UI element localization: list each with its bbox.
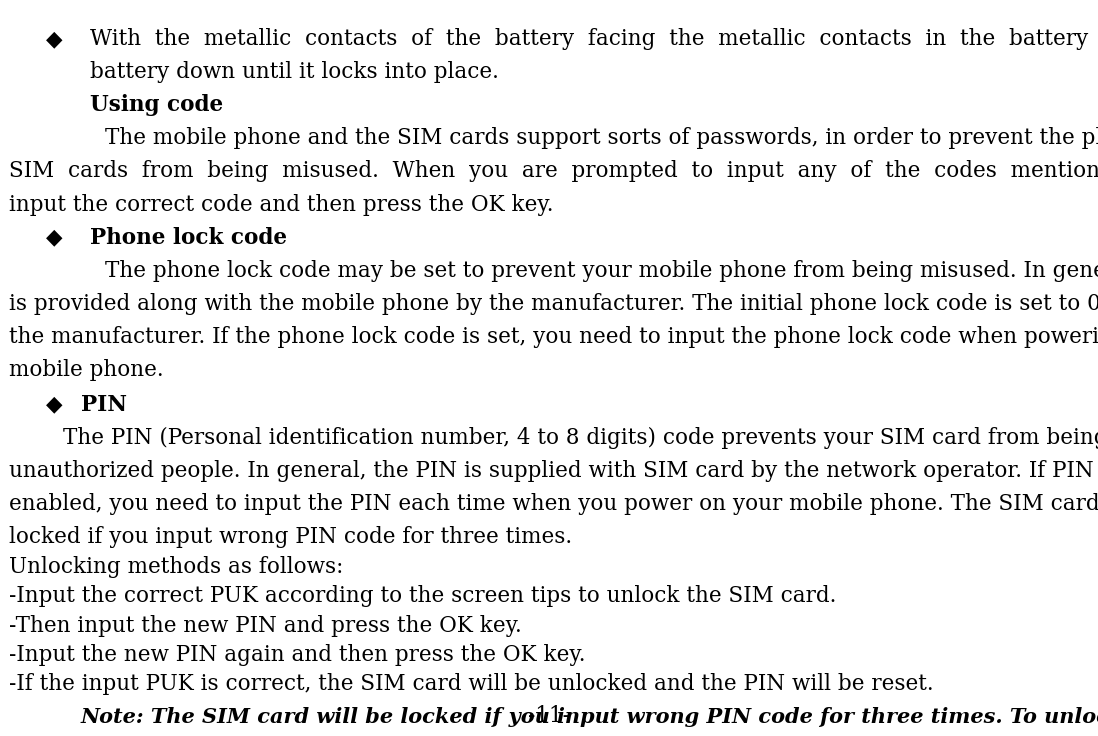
Text: unauthorized people. In general, the PIN is supplied with SIM card by the networ: unauthorized people. In general, the PIN… <box>9 460 1098 482</box>
Text: mobile phone.: mobile phone. <box>9 359 164 381</box>
Text: locked if you input wrong PIN code for three times.: locked if you input wrong PIN code for t… <box>9 526 572 548</box>
Text: The PIN (Personal identification number, 4 to 8 digits) code prevents your SIM c: The PIN (Personal identification number,… <box>63 427 1098 449</box>
Text: With  the  metallic  contacts  of  the  battery  facing  the  metallic  contacts: With the metallic contacts of the batter… <box>90 28 1098 50</box>
Text: ◆: ◆ <box>46 227 63 249</box>
Text: The mobile phone and the SIM cards support sorts of passwords, in order to preve: The mobile phone and the SIM cards suppo… <box>105 127 1098 149</box>
Text: battery down until it locks into place.: battery down until it locks into place. <box>90 61 498 83</box>
Text: enabled, you need to input the PIN each time when you power on your mobile phone: enabled, you need to input the PIN each … <box>9 493 1098 515</box>
Text: ◆: ◆ <box>46 394 63 416</box>
Text: is provided along with the mobile phone by the manufacturer. The initial phone l: is provided along with the mobile phone … <box>9 293 1098 315</box>
Text: -If the input PUK is correct, the SIM card will be unlocked and the PIN will be : -If the input PUK is correct, the SIM ca… <box>9 673 933 696</box>
Text: input the correct code and then press the OK key.: input the correct code and then press th… <box>9 194 553 216</box>
Text: -11-: -11- <box>528 705 570 727</box>
Text: Phone lock code: Phone lock code <box>90 227 287 249</box>
Text: SIM  cards  from  being  misused.  When  you  are  prompted  to  input  any  of : SIM cards from being misused. When you a… <box>9 160 1098 183</box>
Text: -Then input the new PIN and press the OK key.: -Then input the new PIN and press the OK… <box>9 615 522 637</box>
Text: the manufacturer. If the phone lock code is set, you need to input the phone loc: the manufacturer. If the phone lock code… <box>9 326 1098 348</box>
Text: Unlocking methods as follows:: Unlocking methods as follows: <box>9 556 344 578</box>
Text: -Input the correct PUK according to the screen tips to unlock the SIM card.: -Input the correct PUK according to the … <box>9 585 837 607</box>
Text: -Input the new PIN again and then press the OK key.: -Input the new PIN again and then press … <box>9 644 585 666</box>
Text: Note: The SIM card will be locked if you input wrong PIN code for three times. T: Note: The SIM card will be locked if you… <box>80 707 1098 726</box>
Text: ◆: ◆ <box>46 28 63 50</box>
Text: The phone lock code may be set to prevent your mobile phone from being misused. : The phone lock code may be set to preven… <box>105 260 1098 282</box>
Text: PIN: PIN <box>81 394 127 416</box>
Text: Using code: Using code <box>90 94 223 116</box>
